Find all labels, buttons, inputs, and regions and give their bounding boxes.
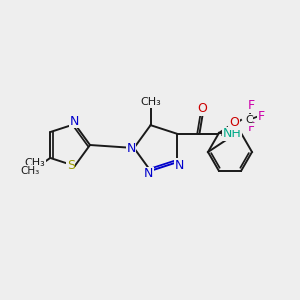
Text: S: S (67, 159, 75, 172)
Text: F: F (248, 122, 255, 134)
Text: N: N (144, 167, 153, 180)
Text: N: N (126, 142, 136, 154)
Text: C: C (245, 115, 253, 125)
Text: N: N (70, 115, 80, 128)
Text: CH₃: CH₃ (21, 166, 40, 176)
Text: O: O (197, 102, 207, 116)
Text: O: O (229, 116, 239, 129)
Text: CH₃: CH₃ (25, 158, 45, 168)
Text: F: F (257, 110, 265, 123)
Text: CH₃: CH₃ (140, 97, 161, 107)
Text: NH: NH (222, 128, 241, 140)
Text: N: N (175, 159, 184, 172)
Text: F: F (248, 99, 255, 112)
